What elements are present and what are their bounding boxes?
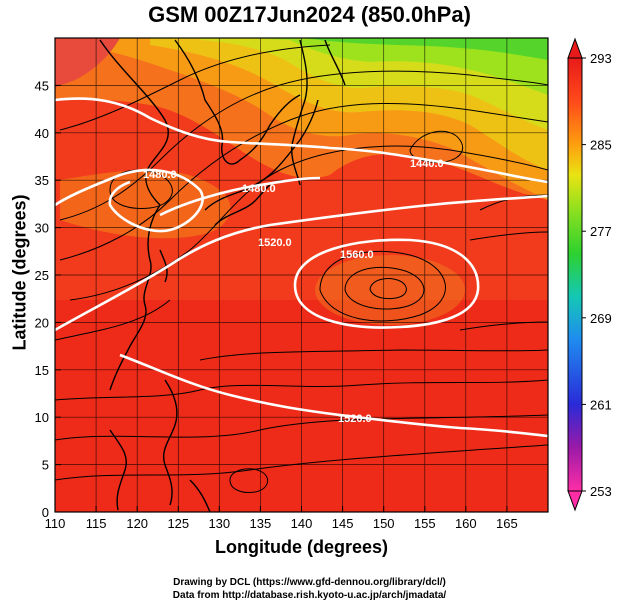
x-tick-label: 135 xyxy=(250,516,272,531)
colorbar-label: 285 xyxy=(590,138,612,153)
height-contours xyxy=(55,97,548,438)
colorbar-gradient xyxy=(567,57,583,492)
colorbar-label: 277 xyxy=(590,224,612,239)
x-tick-label: 125 xyxy=(167,516,189,531)
colorbar-label: 269 xyxy=(590,311,612,326)
x-tick-label: 140 xyxy=(291,516,313,531)
coastlines xyxy=(99,39,346,512)
colorbar-lower-triangle xyxy=(567,490,583,512)
credit-drawing: Drawing by DCL (https://www.gfd-dennou.o… xyxy=(173,577,446,588)
y-tick-label: 5 xyxy=(42,458,49,473)
colorbar-upper-triangle xyxy=(567,37,583,59)
contour-label: 1560.0 xyxy=(340,249,374,261)
colorbar-label: 293 xyxy=(590,51,612,66)
y-tick-label: 0 xyxy=(42,505,49,520)
x-tick-label: 145 xyxy=(332,516,354,531)
contour-labels: 1440.0 1480.0 1480.0 1520.0 1560.0 1520.… xyxy=(143,158,444,425)
colorbar: 293 285 277 269 261 253 xyxy=(567,37,612,512)
y-tick-label: 45 xyxy=(35,78,49,93)
x-axis-title: Longitude (degrees) xyxy=(214,537,388,557)
wind-streamlines xyxy=(55,44,548,493)
contour-label: 1520.0 xyxy=(338,413,372,425)
x-tick-label: 165 xyxy=(496,516,518,531)
y-tick-label: 10 xyxy=(35,410,49,425)
colorbar-label: 261 xyxy=(590,397,612,412)
contour-label: 1480.0 xyxy=(143,169,177,181)
y-tick-label: 35 xyxy=(35,173,49,188)
x-tick-label: 155 xyxy=(414,516,436,531)
y-axis: 0 5 10 15 20 25 30 35 40 45 xyxy=(35,78,61,520)
x-tick-label: 130 xyxy=(208,516,230,531)
x-tick-label: 120 xyxy=(126,516,148,531)
y-tick-label: 40 xyxy=(35,126,49,141)
y-tick-label: 25 xyxy=(35,268,49,283)
y-axis-title: Latitude (degrees) xyxy=(9,194,30,351)
lat-lon-grid xyxy=(55,38,548,512)
y-tick-label: 30 xyxy=(35,221,49,236)
x-tick-label: 160 xyxy=(455,516,477,531)
colorbar-label: 253 xyxy=(590,484,612,499)
x-axis: 110 115 120 125 130 135 140 145 150 155 … xyxy=(45,506,518,531)
credit-data-source: Data from http://database.rish.kyoto-u.a… xyxy=(172,590,447,601)
x-tick-label: 115 xyxy=(86,516,107,531)
chart-title: GSM 00Z17Jun2024 (850.0hPa) xyxy=(148,2,471,27)
y-tick-label: 20 xyxy=(35,315,49,330)
contour-label: 1520.0 xyxy=(258,237,292,249)
y-tick-label: 15 xyxy=(35,363,49,378)
x-tick-label: 110 xyxy=(45,516,66,531)
contour-label: 1480.0 xyxy=(242,183,276,195)
x-tick-label: 150 xyxy=(373,516,395,531)
contour-label: 1440.0 xyxy=(410,158,444,170)
